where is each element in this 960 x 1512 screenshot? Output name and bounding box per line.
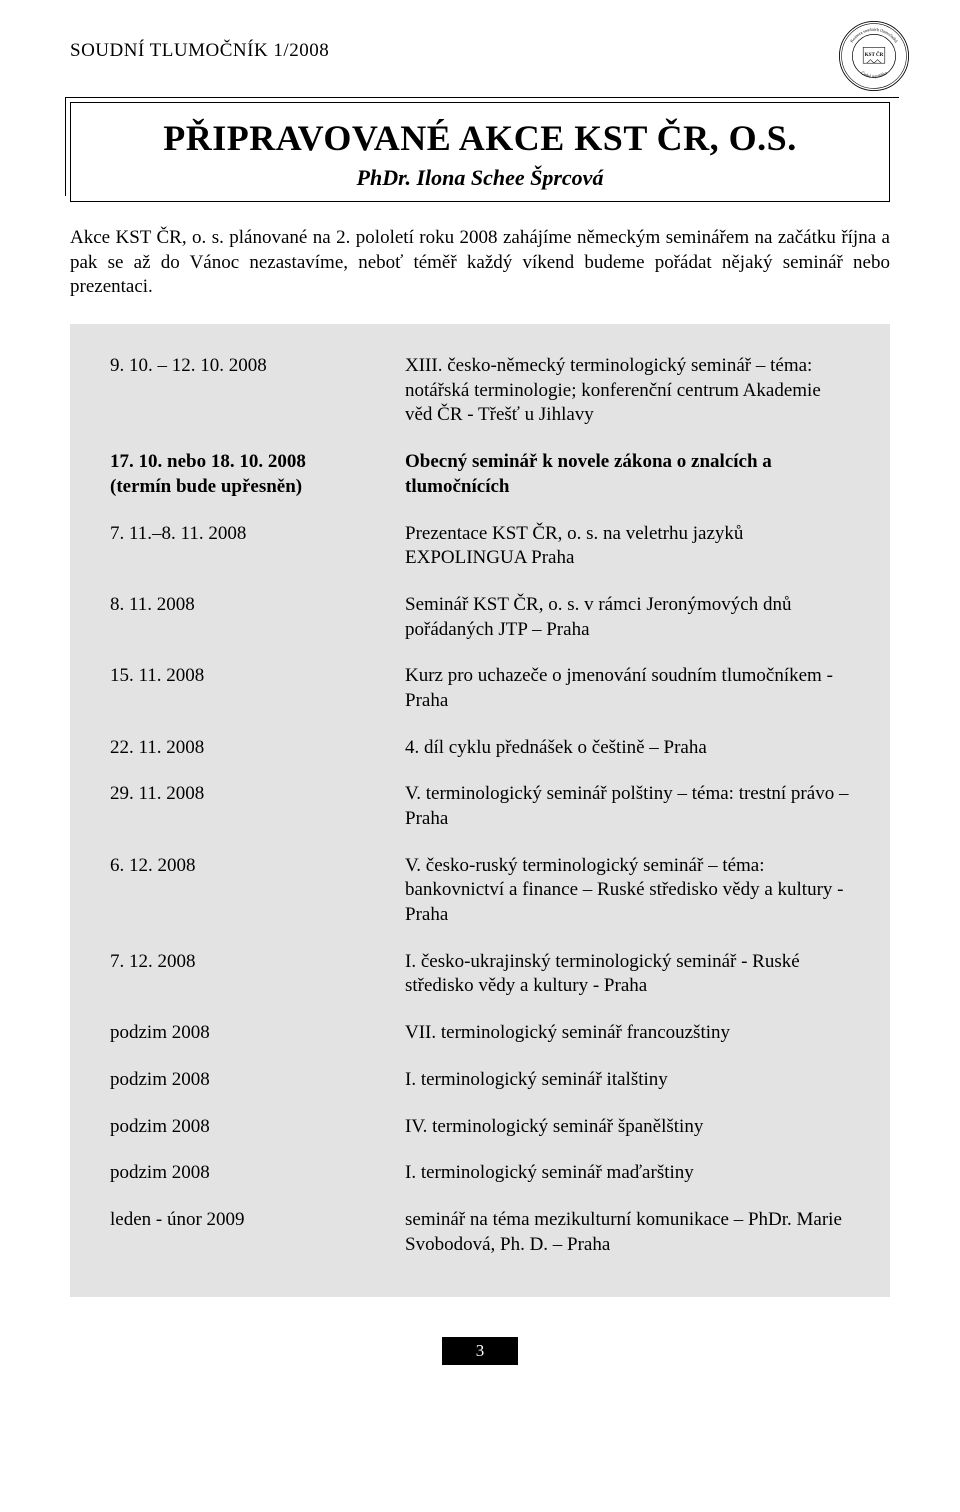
schedule-row: 15. 11. 2008 Kurz pro uchazeče o jmenován… — [110, 664, 850, 713]
schedule-date-text: 29. 11. 2008 — [110, 783, 204, 804]
schedule-desc: Kurz pro uchazeče o jmenování soudním tl… — [405, 664, 850, 713]
schedule-date-text: 22. 11. 2008 — [110, 737, 204, 758]
schedule-desc: V. terminologický seminář polštiny – tém… — [405, 782, 850, 831]
page-number: 3 — [442, 1337, 519, 1365]
schedule-date-text: 6. 12. 2008 — [110, 855, 196, 876]
svg-text:KST ČR: KST ČR — [865, 50, 884, 58]
schedule-date: podzim 2008 — [110, 1021, 405, 1046]
svg-text:Česká republika: Česká republika — [860, 70, 888, 78]
schedule-row: podzim 2008 IV. terminologický seminář šp… — [110, 1115, 850, 1140]
schedule-date: 6. 12. 2008 — [110, 854, 405, 928]
schedule-date: 7. 12. 2008 — [110, 950, 405, 999]
seal-icon: Komora soudních tlumočníků Česká republi… — [838, 20, 910, 92]
schedule-desc: seminář na téma mezikulturní komunikace … — [405, 1208, 850, 1257]
schedule-date-text: podzim 2008 — [110, 1022, 210, 1043]
schedule-date: 8. 11. 2008 — [110, 593, 405, 642]
schedule-desc: Obecný seminář k novele zákona o znalcíc… — [405, 450, 850, 499]
schedule-date: 17. 10. nebo 18. 10. 2008 (termín bude up… — [110, 450, 405, 499]
schedule-desc: IV. terminologický seminář španělštiny — [405, 1115, 850, 1140]
schedule-row: 17. 10. nebo 18. 10. 2008 (termín bude up… — [110, 450, 850, 499]
schedule-desc: Seminář KST ČR, o. s. v rámci Jeronýmový… — [405, 593, 850, 642]
schedule-box: 9. 10. – 12. 10. 2008 XIII. česko-německý… — [70, 324, 890, 1297]
schedule-date: 9. 10. – 12. 10. 2008 — [110, 354, 405, 428]
schedule-date-text: 8. 11. 2008 — [110, 594, 195, 615]
intro-paragraph: Akce KST ČR, o. s. plánované na 2. polol… — [70, 226, 890, 300]
schedule-date: podzim 2008 — [110, 1115, 405, 1140]
schedule-row: podzim 2008 I. terminologický seminář ita… — [110, 1068, 850, 1093]
schedule-date: 15. 11. 2008 — [110, 664, 405, 713]
page-footer: 3 — [70, 1337, 890, 1365]
schedule-row: podzim 2008 VII. terminologický seminář f… — [110, 1021, 850, 1046]
schedule-date-note: (termín bude upřesněn) — [110, 475, 385, 500]
schedule-row: podzim 2008 I. terminologický seminář maď… — [110, 1161, 850, 1186]
schedule-row: 7. 11.–8. 11. 2008 Prezentace KST ČR, o. … — [110, 522, 850, 571]
schedule-date: 7. 11.–8. 11. 2008 — [110, 522, 405, 571]
schedule-date-text: 7. 11.–8. 11. 2008 — [110, 523, 246, 544]
schedule-row: 6. 12. 2008 V. česko-ruský terminologický… — [110, 854, 850, 928]
schedule-date-text: 7. 12. 2008 — [110, 951, 196, 972]
schedule-row: 8. 11. 2008 Seminář KST ČR, o. s. v rámci… — [110, 593, 850, 642]
schedule-date-text: leden - únor 2009 — [110, 1209, 245, 1230]
header-row: SOUDNÍ TLUMOČNÍK 1/2008 Komora soudních … — [70, 40, 890, 92]
schedule-date-text: 15. 11. 2008 — [110, 665, 204, 686]
schedule-row: 29. 11. 2008 V. terminologický seminář po… — [110, 782, 850, 831]
schedule-desc: I. terminologický seminář maďarštiny — [405, 1161, 850, 1186]
schedule-date: leden - únor 2009 — [110, 1208, 405, 1257]
schedule-desc: Prezentace KST ČR, o. s. na veletrhu jaz… — [405, 522, 850, 571]
schedule-row: 22. 11. 2008 4. díl cyklu přednášek o češ… — [110, 736, 850, 761]
schedule-desc: I. česko-ukrajinský terminologický semin… — [405, 950, 850, 999]
title-box: PŘIPRAVOVANÉ AKCE KST ČR, O.S. PhDr. Ilo… — [70, 102, 890, 202]
schedule-date-text: 17. 10. nebo 18. 10. 2008 — [110, 451, 306, 472]
svg-text:Komora soudních tlumočníků: Komora soudních tlumočníků — [849, 27, 899, 44]
schedule-date-text: podzim 2008 — [110, 1162, 210, 1183]
schedule-date: podzim 2008 — [110, 1161, 405, 1186]
schedule-date: 29. 11. 2008 — [110, 782, 405, 831]
schedule-row: leden - únor 2009 seminář na téma mezikul… — [110, 1208, 850, 1257]
schedule-desc: V. česko-ruský terminologický seminář – … — [405, 854, 850, 928]
schedule-date: 22. 11. 2008 — [110, 736, 405, 761]
subtitle: PhDr. Ilona Schee Šprcová — [101, 165, 859, 191]
schedule-desc: I. terminologický seminář italštiny — [405, 1068, 850, 1093]
schedule-desc: XIII. česko-německý terminologický semin… — [405, 354, 850, 428]
schedule-date-text: 9. 10. – 12. 10. 2008 — [110, 355, 267, 376]
main-title: PŘIPRAVOVANÉ AKCE KST ČR, O.S. — [101, 117, 859, 159]
schedule-row: 7. 12. 2008 I. česko-ukrajinský terminolo… — [110, 950, 850, 999]
schedule-date-text: podzim 2008 — [110, 1116, 210, 1137]
page: SOUDNÍ TLUMOČNÍK 1/2008 Komora soudních … — [0, 0, 960, 1512]
schedule-row: 9. 10. – 12. 10. 2008 XIII. česko-německý… — [110, 354, 850, 428]
schedule-desc: 4. díl cyklu přednášek o češtině – Praha — [405, 736, 850, 761]
schedule-desc: VII. terminologický seminář francouzštin… — [405, 1021, 850, 1046]
journal-title: SOUDNÍ TLUMOČNÍK 1/2008 — [70, 40, 329, 62]
schedule-date-text: podzim 2008 — [110, 1069, 210, 1090]
schedule-date: podzim 2008 — [110, 1068, 405, 1093]
